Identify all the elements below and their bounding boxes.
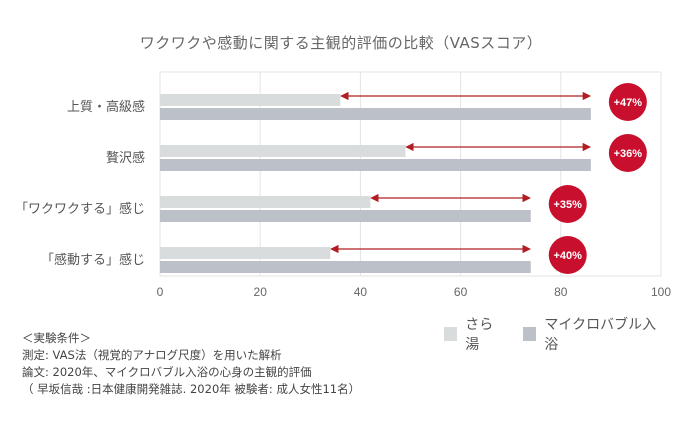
notes-line-1: 測定: VAS法（視覚的アナログ尺度）を用いた解析 (22, 348, 282, 362)
percent-badge-3 (548, 236, 587, 274)
legend-swatch-series-1 (444, 327, 458, 341)
legend: さら湯 マイクロバブル入浴 (444, 314, 682, 354)
x-axis-ticks: 0 20 40 60 80 100 (157, 285, 672, 299)
percent-badges: +47% +36% +35% +40% (548, 83, 647, 274)
x-tick-label-5: 100 (651, 285, 671, 299)
category-label-2: 「ワクワクする」感じ (15, 201, 145, 217)
notes-line-3: （ 早坂信哉 :日本健康開発雑誌. 2020年 被験者: 成人女性11名） (22, 382, 361, 396)
x-tick-label-0: 0 (157, 285, 164, 299)
legend-item-series-1: さら湯 (444, 314, 505, 354)
bar-sarayu-1 (160, 145, 406, 157)
legend-label-series-2: マイクロバブル入浴 (544, 317, 657, 353)
comparison-arrows (330, 91, 592, 254)
percent-badge-1 (608, 134, 647, 172)
bar-microbubble-0 (160, 108, 591, 120)
notes-line-2: 論文: 2020年、マイクロバブル入浴の心身の主観的評価 (22, 365, 312, 379)
bar-sarayu-3 (160, 247, 331, 259)
legend-label-series-1: さら湯 (465, 317, 494, 353)
legend-item-series-2: マイクロバブル入浴 (523, 314, 664, 354)
category-label-0: 上質・高級感 (67, 99, 145, 115)
bars (160, 94, 591, 273)
grid-lines (159, 71, 662, 277)
x-tick-label-1: 20 (254, 285, 268, 299)
percent-badge-label-1: +36% (614, 148, 643, 160)
notes-heading: ＜実験条件＞ (22, 331, 91, 345)
category-label-1: 贅沢感 (106, 150, 145, 166)
percent-badge-label-3: +40% (554, 250, 583, 262)
bar-microbubble-1 (160, 159, 591, 171)
chart-title: ワクワクや感動に関する主観的評価の比較（VASスコア） (139, 34, 543, 52)
percent-badge-2 (548, 185, 587, 223)
bar-sarayu-0 (160, 94, 341, 106)
bar-sarayu-2 (160, 196, 371, 208)
percent-badge-label-2: +35% (554, 199, 583, 211)
x-tick-label-3: 60 (454, 285, 468, 299)
bar-microbubble-2 (160, 210, 531, 222)
percent-badge-label-0: +47% (614, 97, 643, 109)
experiment-notes: ＜実験条件＞ 測定: VAS法（視覚的アナログ尺度）を用いた解析 論文: 202… (22, 330, 360, 398)
x-tick-label-2: 40 (354, 285, 368, 299)
category-label-3: 「感動する」感じ (41, 252, 145, 268)
legend-swatch-series-2 (523, 327, 537, 341)
bar-microbubble-3 (160, 261, 531, 273)
percent-badge-0 (608, 83, 647, 121)
x-tick-label-4: 80 (554, 285, 568, 299)
